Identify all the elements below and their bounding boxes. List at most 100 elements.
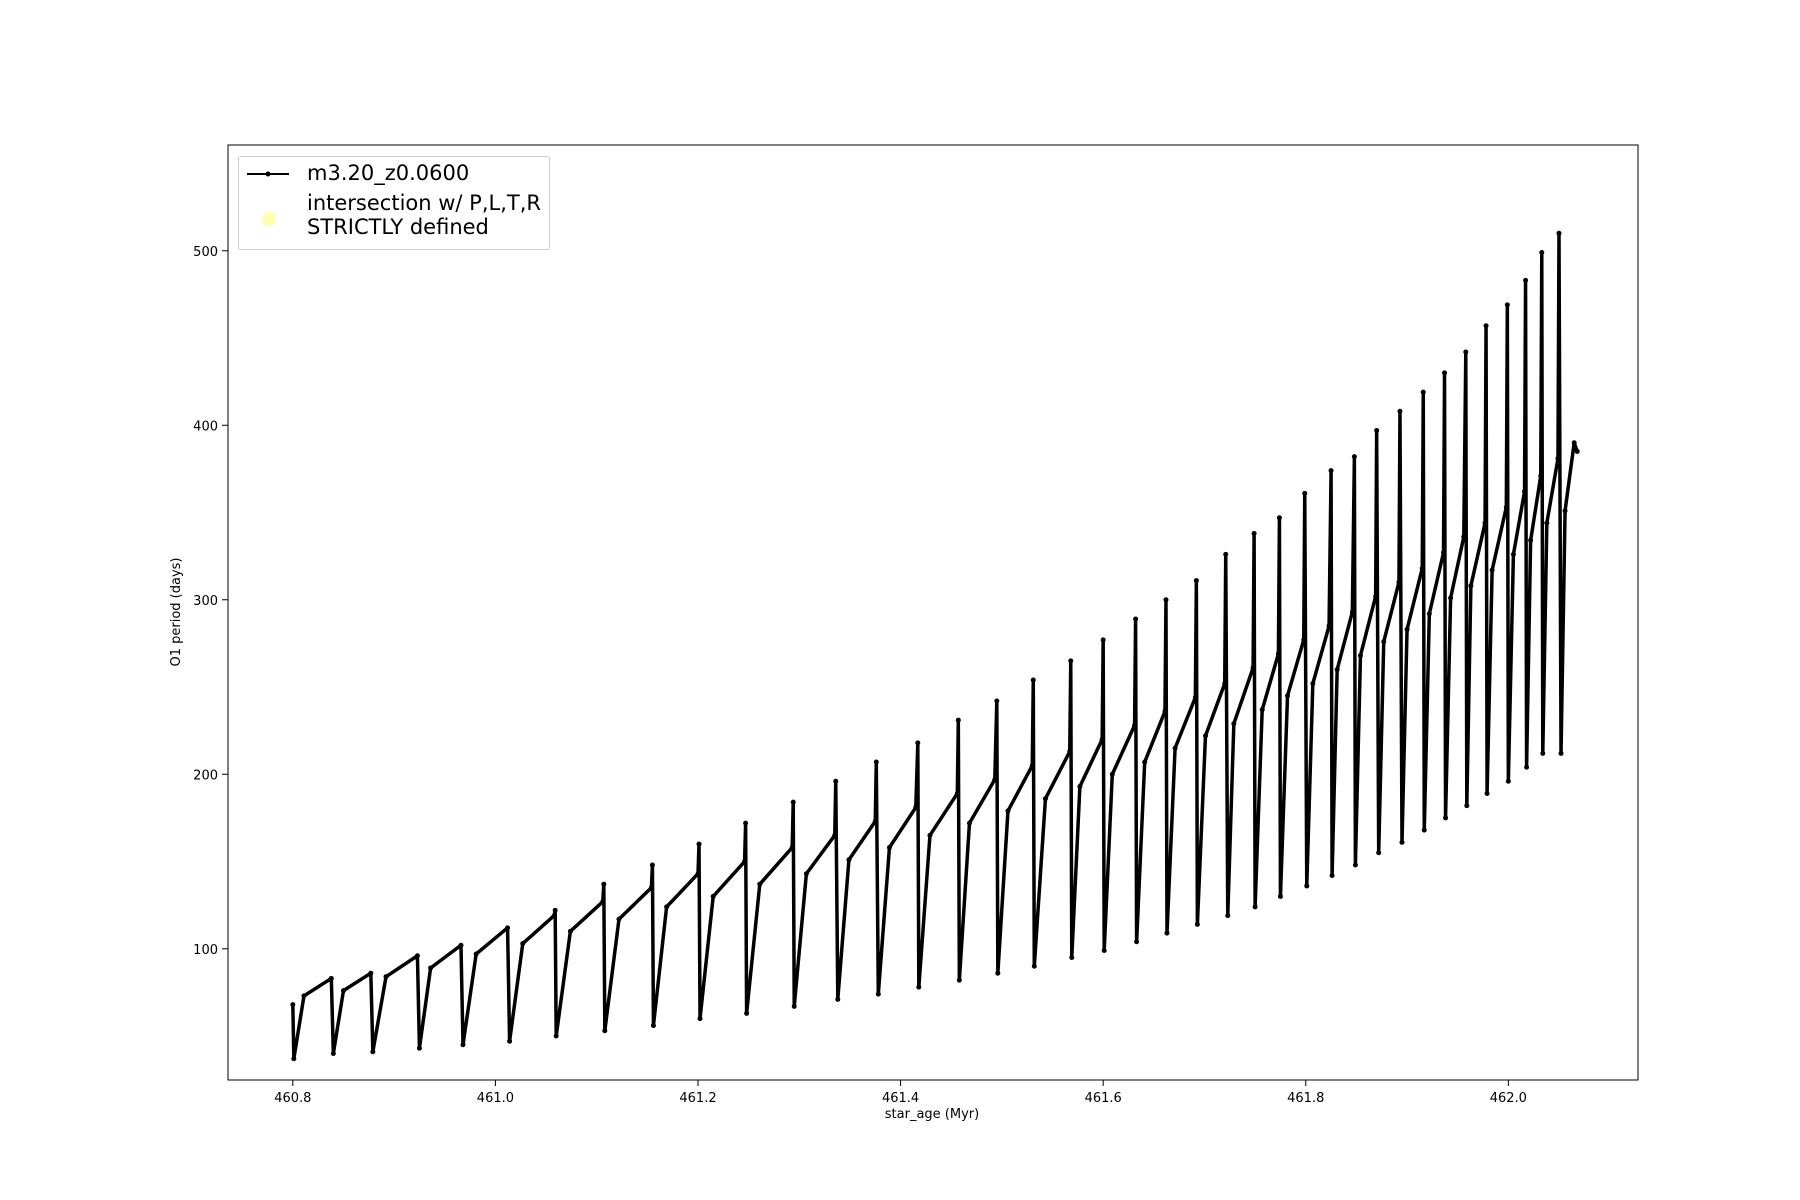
series-marker (473, 951, 479, 957)
y-tick-label: 100 (193, 943, 218, 958)
series-marker (695, 871, 701, 877)
series-marker (710, 893, 716, 899)
series-marker (648, 885, 654, 891)
series-marker (1442, 370, 1448, 376)
series-marker (370, 1049, 376, 1055)
y-tick-label: 200 (193, 768, 218, 783)
series-marker (460, 1042, 466, 1048)
series-marker (1192, 694, 1198, 700)
legend-marker (262, 212, 276, 226)
x-tick-label: 461.2 (679, 1091, 716, 1106)
legend-label: m3.20_z0.0600 (307, 161, 470, 185)
series-marker (1463, 349, 1469, 355)
series-marker (1163, 597, 1169, 603)
series-marker (1132, 722, 1138, 728)
series-marker (1505, 778, 1511, 784)
series-marker (1029, 763, 1035, 769)
series-marker (1334, 667, 1340, 673)
series-marker (664, 904, 670, 910)
series-marker (995, 970, 1001, 976)
series-marker (1555, 455, 1561, 461)
series-marker (966, 820, 972, 826)
series-marker (551, 913, 557, 919)
series-marker (1310, 681, 1316, 687)
series-marker (1222, 681, 1228, 687)
series-marker (1302, 490, 1308, 496)
series-marker (927, 832, 933, 838)
series-marker (1524, 764, 1530, 770)
series-marker (832, 832, 838, 838)
series-marker (1443, 815, 1449, 821)
series-marker (872, 818, 878, 824)
series-marker (1301, 637, 1307, 643)
series-marker (1352, 862, 1358, 868)
x-tick-label: 461.0 (477, 1091, 514, 1106)
series-marker (602, 1028, 608, 1034)
series-marker (291, 1056, 297, 1062)
series-marker (1562, 508, 1568, 514)
series-marker (1109, 771, 1115, 777)
series-marker (328, 975, 334, 981)
series-marker (916, 984, 922, 990)
series-marker (1164, 930, 1170, 936)
series-marker (1225, 913, 1231, 919)
series-marker (789, 845, 795, 851)
series-marker (1134, 939, 1140, 945)
x-tick-label: 461.4 (882, 1091, 919, 1106)
series-marker (1252, 904, 1258, 910)
series-marker (1277, 893, 1283, 899)
series-marker (1357, 653, 1363, 659)
series-marker (743, 820, 749, 826)
series-marker (1077, 783, 1083, 789)
series-marker (696, 841, 702, 847)
series-marker (1376, 850, 1382, 856)
series-marker (1461, 534, 1467, 540)
y-tick-label: 500 (193, 245, 218, 260)
series-marker (1503, 504, 1509, 510)
series-marker (1101, 948, 1107, 954)
series-marker (791, 1003, 797, 1009)
series-marker (1397, 408, 1403, 414)
series-marker (340, 988, 346, 994)
legend-label: intersection w/ P,L,T,R STRICTLY defined (307, 191, 541, 239)
series-marker (1381, 639, 1387, 645)
series-marker (1484, 790, 1490, 796)
series-marker (1351, 454, 1357, 460)
series-marker (1193, 578, 1199, 584)
series-marker (1419, 565, 1425, 571)
series-marker (1489, 567, 1495, 573)
series-marker (1571, 440, 1577, 446)
series-marker (1504, 302, 1510, 308)
series-marker (742, 859, 748, 865)
series-marker (697, 1016, 703, 1022)
series-marker (956, 977, 962, 983)
series-marker (1031, 963, 1037, 969)
series-marker (416, 1045, 422, 1051)
x-tick-label: 461.8 (1287, 1091, 1324, 1106)
legend-marker (265, 171, 271, 177)
series-marker (1005, 808, 1011, 814)
series-marker (1373, 593, 1379, 599)
series-marker (1539, 249, 1545, 255)
plot-frame (227, 144, 1639, 1081)
series-marker (1326, 623, 1332, 629)
series-marker (1099, 736, 1105, 742)
y-axis-label: O1 period (days) (169, 557, 184, 666)
series-marker (301, 993, 307, 999)
series-marker (1426, 611, 1432, 617)
series-marker (744, 1010, 750, 1016)
series-marker (875, 991, 881, 997)
series-marker (1441, 550, 1447, 556)
series-marker (1399, 839, 1405, 845)
x-tick-label: 462.0 (1490, 1091, 1527, 1106)
series-marker (553, 1033, 559, 1039)
series-marker (1544, 520, 1550, 526)
series-marker (992, 777, 998, 783)
series-marker (757, 881, 763, 887)
x-axis-label: star_age (Myr) (885, 1107, 979, 1122)
series-marker (955, 717, 961, 723)
series-marker (835, 996, 841, 1002)
series-marker (1251, 530, 1257, 536)
